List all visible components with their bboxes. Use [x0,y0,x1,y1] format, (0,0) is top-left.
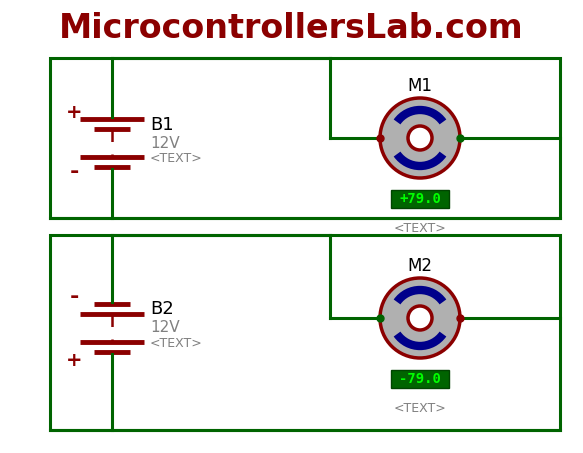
Text: <TEXT>: <TEXT> [150,153,203,165]
Circle shape [380,98,460,178]
Text: <TEXT>: <TEXT> [394,401,447,414]
Text: <TEXT>: <TEXT> [394,222,447,235]
Text: 12V: 12V [150,320,180,335]
Text: +: + [66,102,82,121]
Text: 12V: 12V [150,135,180,150]
Text: MicrocontrollersLab.com: MicrocontrollersLab.com [59,11,524,44]
Circle shape [408,126,432,150]
Text: B2: B2 [150,300,174,318]
Text: +79.0: +79.0 [399,192,441,206]
Text: +: + [66,351,82,370]
Text: B1: B1 [150,116,174,134]
Circle shape [380,278,460,358]
Text: M2: M2 [408,257,433,275]
Circle shape [408,306,432,330]
Text: -: - [69,286,79,307]
Text: -79.0: -79.0 [399,372,441,386]
Bar [391,370,449,388]
Text: <TEXT>: <TEXT> [150,337,203,350]
Bar [391,190,449,208]
Text: M1: M1 [408,77,433,95]
Text: -: - [69,162,79,182]
